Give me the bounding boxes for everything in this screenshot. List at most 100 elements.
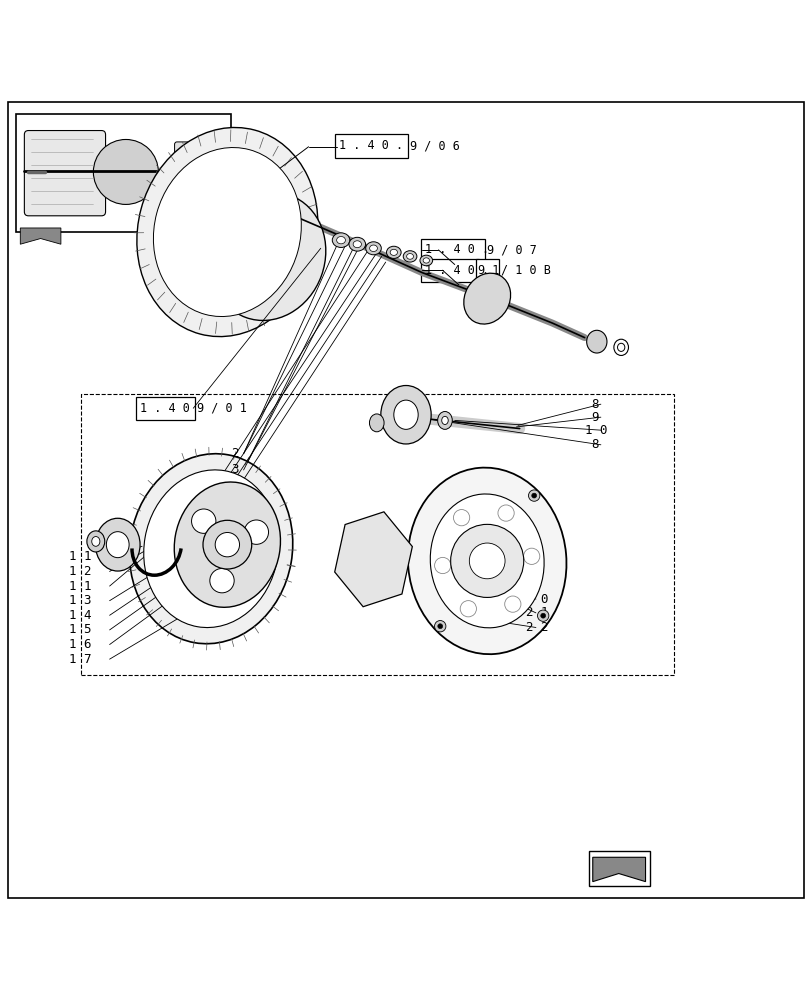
- Text: 6: 6: [188, 525, 195, 538]
- Ellipse shape: [369, 245, 377, 252]
- Text: 8: 8: [590, 398, 598, 411]
- Text: 9 / 0 7: 9 / 0 7: [487, 243, 536, 256]
- Ellipse shape: [174, 482, 280, 607]
- Text: 1 . 4 0 .: 1 . 4 0 .: [424, 243, 488, 256]
- Ellipse shape: [423, 258, 429, 263]
- Ellipse shape: [369, 414, 384, 432]
- Circle shape: [209, 568, 234, 593]
- Circle shape: [215, 532, 239, 557]
- FancyBboxPatch shape: [174, 142, 218, 202]
- Text: 9: 9: [590, 411, 598, 424]
- FancyBboxPatch shape: [136, 397, 195, 420]
- Ellipse shape: [380, 386, 431, 444]
- Text: 1 1: 1 1: [69, 580, 92, 593]
- Ellipse shape: [386, 246, 401, 258]
- Ellipse shape: [210, 192, 325, 320]
- Ellipse shape: [353, 241, 361, 248]
- Ellipse shape: [437, 411, 452, 429]
- Text: 1 5: 1 5: [69, 623, 92, 636]
- Ellipse shape: [613, 339, 628, 355]
- Text: 3: 3: [231, 463, 238, 476]
- Ellipse shape: [586, 330, 606, 353]
- Ellipse shape: [95, 518, 139, 571]
- Circle shape: [540, 613, 545, 618]
- FancyBboxPatch shape: [335, 134, 407, 158]
- Text: 9 / 0 6: 9 / 0 6: [410, 139, 459, 152]
- Circle shape: [203, 520, 251, 569]
- Ellipse shape: [406, 254, 413, 259]
- Circle shape: [528, 490, 539, 501]
- Polygon shape: [592, 857, 645, 882]
- Circle shape: [537, 610, 548, 621]
- Ellipse shape: [106, 532, 129, 558]
- Bar: [81, 394, 673, 675]
- Ellipse shape: [365, 242, 381, 255]
- Circle shape: [434, 557, 450, 574]
- FancyBboxPatch shape: [24, 131, 105, 216]
- Ellipse shape: [389, 249, 397, 255]
- Text: / 1 0 B: / 1 0 B: [500, 264, 550, 277]
- Text: 2 0: 2 0: [526, 593, 548, 606]
- Text: 4: 4: [199, 485, 206, 498]
- Circle shape: [437, 624, 442, 629]
- FancyBboxPatch shape: [420, 239, 484, 261]
- Ellipse shape: [129, 454, 293, 644]
- Text: 1 3: 1 3: [69, 594, 92, 607]
- Circle shape: [450, 524, 523, 597]
- Ellipse shape: [441, 416, 448, 424]
- Polygon shape: [20, 228, 61, 244]
- Text: 1 1: 1 1: [69, 550, 92, 563]
- Circle shape: [523, 548, 539, 564]
- Ellipse shape: [87, 531, 105, 552]
- Circle shape: [531, 493, 536, 498]
- Ellipse shape: [92, 537, 100, 546]
- Ellipse shape: [137, 127, 317, 337]
- Polygon shape: [334, 512, 412, 607]
- Text: 2 2: 2 2: [526, 621, 548, 634]
- Text: 2 3: 2 3: [184, 498, 207, 511]
- Ellipse shape: [403, 251, 416, 262]
- Ellipse shape: [463, 273, 510, 324]
- Text: 9 / 0 1: 9 / 0 1: [196, 402, 246, 415]
- Text: 1 4: 1 4: [69, 609, 92, 622]
- Text: 1 7: 1 7: [69, 653, 92, 666]
- Ellipse shape: [430, 494, 543, 628]
- Ellipse shape: [419, 255, 432, 266]
- Circle shape: [460, 601, 476, 617]
- Text: 2: 2: [231, 447, 238, 460]
- Text: 8: 8: [590, 438, 598, 451]
- Ellipse shape: [616, 343, 624, 351]
- Circle shape: [191, 509, 216, 533]
- Text: 1 9: 1 9: [493, 579, 516, 592]
- Ellipse shape: [337, 237, 345, 244]
- Ellipse shape: [144, 470, 278, 628]
- Circle shape: [453, 510, 469, 526]
- Ellipse shape: [332, 233, 350, 247]
- Text: 1 . 4 0 .: 1 . 4 0 .: [339, 139, 403, 152]
- Bar: [16, 114, 231, 232]
- Circle shape: [93, 139, 158, 204]
- FancyBboxPatch shape: [490, 574, 524, 597]
- Ellipse shape: [407, 468, 566, 654]
- Circle shape: [497, 505, 513, 521]
- Bar: [588, 851, 649, 886]
- Text: 1 . 4 0: 1 . 4 0: [140, 402, 190, 415]
- Text: 9 1: 9 1: [478, 264, 499, 277]
- Text: 1 . 4 0 .: 1 . 4 0 .: [424, 264, 488, 277]
- Text: 7: 7: [483, 289, 490, 302]
- Circle shape: [244, 520, 268, 544]
- Text: 1 6: 1 6: [69, 638, 92, 651]
- Text: 5: 5: [188, 511, 195, 524]
- Ellipse shape: [153, 148, 301, 317]
- Circle shape: [504, 596, 521, 612]
- Ellipse shape: [349, 237, 365, 251]
- Text: 1 8: 1 8: [461, 579, 483, 592]
- Text: 1 2: 1 2: [69, 565, 92, 578]
- Circle shape: [434, 621, 445, 632]
- Circle shape: [469, 543, 504, 579]
- Text: 2 1: 2 1: [526, 606, 548, 619]
- FancyBboxPatch shape: [475, 259, 499, 282]
- Ellipse shape: [393, 400, 418, 429]
- FancyBboxPatch shape: [420, 259, 478, 282]
- Text: 1 0: 1 0: [584, 424, 607, 437]
